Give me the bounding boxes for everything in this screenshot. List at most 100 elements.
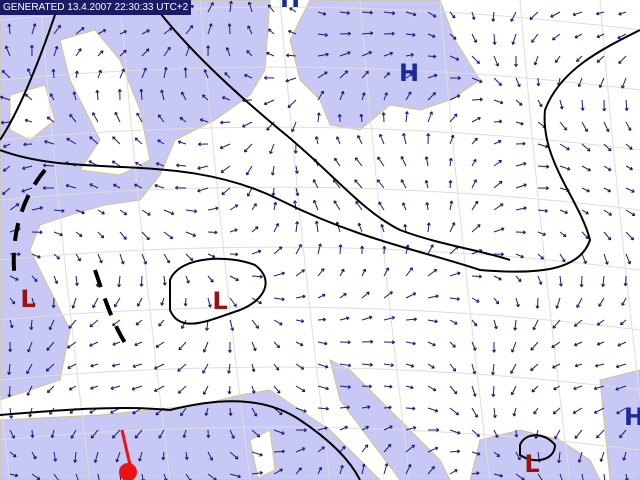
wind-arrow — [337, 113, 342, 123]
wind-arrow — [207, 253, 216, 259]
wind-arrow — [117, 275, 122, 288]
wind-arrow — [515, 230, 526, 235]
wind-arrow — [285, 77, 297, 83]
wind-arrow — [163, 253, 170, 264]
wind-arrow — [205, 319, 209, 331]
wind-arrow — [112, 183, 121, 189]
wind-arrow — [380, 224, 385, 233]
wind-arrow — [559, 121, 568, 131]
wind-arrow — [335, 136, 341, 145]
wind-arrow — [206, 45, 211, 57]
wind-arrow — [229, 319, 235, 331]
wind-arrow — [44, 139, 55, 145]
wind-arrow — [339, 464, 344, 475]
wind-arrow — [449, 76, 461, 81]
wind-arrow — [427, 33, 436, 38]
wind-arrow — [2, 187, 11, 196]
aegean-sea — [469, 429, 601, 480]
wind-arrow — [361, 50, 373, 57]
wind-arrow — [427, 54, 437, 59]
wind-arrow — [69, 113, 77, 123]
wind-arrow — [596, 341, 605, 346]
wind-arrow — [427, 268, 438, 277]
wind-arrow — [207, 275, 214, 283]
wind-arrow — [229, 451, 239, 460]
wind-arrow — [53, 231, 63, 237]
wind-arrow — [134, 137, 143, 145]
wind-arrow — [273, 223, 280, 233]
parallel — [0, 186, 640, 211]
wind-arrow — [163, 209, 175, 216]
wind-arrow — [273, 385, 281, 394]
front-symbol — [119, 429, 137, 480]
wind-arrow — [581, 473, 584, 480]
wind-arrow — [405, 91, 412, 101]
wind-arrow — [74, 70, 79, 79]
wind-arrow — [317, 52, 329, 57]
wind-arrow — [361, 384, 372, 389]
wind-arrow — [471, 116, 481, 123]
wind-arrow — [383, 11, 396, 16]
wind-arrow — [251, 363, 256, 373]
wind-arrow — [333, 200, 341, 211]
wind-arrow — [175, 185, 187, 190]
wind-arrow — [220, 165, 231, 173]
wind-arrow — [251, 274, 263, 279]
isobar — [149, 0, 511, 261]
pressure-center-label: H — [624, 403, 640, 431]
wind-arrow — [285, 53, 297, 58]
wind-arrow — [471, 200, 479, 211]
wind-arrow — [221, 187, 231, 196]
wind-arrow — [314, 136, 319, 145]
wind-arrow — [201, 94, 209, 101]
wind-arrow — [185, 25, 194, 35]
wind-arrow — [97, 29, 107, 35]
wind-arrow — [515, 451, 521, 461]
wind-arrow — [185, 473, 192, 480]
wind-arrow — [381, 112, 386, 123]
wind-arrow — [251, 385, 256, 394]
wind-arrow — [361, 70, 369, 79]
wind-arrow — [8, 341, 13, 353]
wind-arrow — [382, 245, 387, 255]
adriatic-sea — [329, 359, 451, 480]
wind-arrow — [312, 179, 319, 189]
wind-arrow — [383, 443, 392, 453]
wind-arrow — [559, 275, 563, 287]
wind-arrow — [177, 385, 187, 394]
wind-arrow — [181, 91, 187, 101]
wind-arrow — [405, 406, 416, 411]
wind-arrow — [31, 253, 41, 259]
wind-arrow — [53, 275, 59, 285]
wind-arrow — [572, 407, 583, 414]
wind-arrow — [119, 253, 125, 265]
wind-arrow — [625, 209, 636, 216]
wind-arrow — [576, 297, 583, 308]
wind-arrow — [183, 297, 188, 307]
wind-arrow — [246, 165, 253, 176]
wind-arrow — [339, 384, 351, 389]
wind-arrow — [180, 407, 187, 417]
wind-arrow — [515, 121, 524, 126]
wind-arrow — [559, 143, 570, 151]
wind-arrow — [316, 112, 321, 123]
wind-arrow — [510, 341, 517, 353]
wind-arrow — [405, 53, 414, 57]
wind-arrow — [427, 92, 437, 101]
wind-arrow — [339, 292, 347, 299]
wind-arrow — [51, 68, 56, 79]
wind-arrow — [251, 319, 260, 329]
wind-arrow — [471, 451, 481, 456]
wind-arrow — [269, 143, 275, 155]
wind-arrow — [295, 243, 302, 255]
wind-arrow — [621, 77, 627, 89]
wind-arrow — [424, 179, 429, 189]
wind-arrow — [317, 71, 328, 79]
wind-arrow — [449, 319, 458, 325]
wind-arrow — [405, 244, 410, 255]
wind-arrow — [314, 220, 319, 233]
wind-arrow — [402, 132, 407, 145]
wind-arrow — [134, 429, 143, 439]
wind-arrow — [625, 165, 634, 171]
wind-arrow — [471, 385, 477, 397]
